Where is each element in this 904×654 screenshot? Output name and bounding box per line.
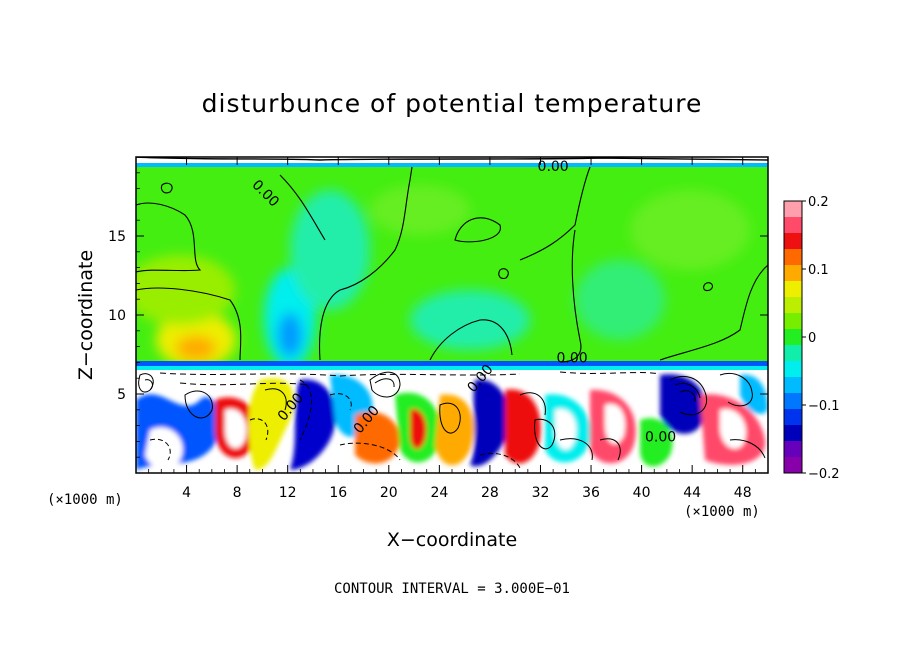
contour-lines: [136, 157, 768, 363]
colorbar-tick-label: 0.2: [808, 195, 829, 210]
y-tick-label: 10: [108, 308, 126, 324]
dashed-contours: [159, 371, 661, 386]
colorbar-segment: [784, 441, 802, 458]
colorbar-tick-label: −0.2: [808, 467, 840, 482]
x-tick-label: 4: [182, 485, 191, 501]
chart-title: disturbunce of potential temperature: [202, 89, 703, 118]
x-tick-label: 16: [329, 485, 347, 501]
contour-label: 0.00: [645, 429, 676, 445]
colorbar-segment: [784, 361, 802, 378]
plot-field: 0.000.000.000.000.000.00 0.00: [136, 157, 768, 473]
colorbar-segment: [784, 265, 802, 282]
x-tick-label: 12: [279, 485, 297, 501]
x-tick-label: 48: [734, 485, 752, 501]
colorbar-segment: [784, 425, 802, 442]
y-axis: 5 10 15: [108, 172, 768, 458]
x-tick-label: 40: [633, 485, 651, 501]
colorbar-segment: [784, 281, 802, 298]
colorbar-segment: [784, 393, 802, 410]
x-unit-right: (×1000 m): [684, 504, 760, 520]
x-tick-label: 20: [380, 485, 398, 501]
x-tick-label: 32: [532, 485, 550, 501]
x-unit-left: (×1000 m): [47, 492, 123, 508]
contour-label: 0.00: [538, 159, 569, 175]
colorbar-segment: [784, 233, 802, 250]
colorbar-segment: [784, 377, 802, 394]
interface-band: [136, 361, 768, 366]
x-tick-label: 8: [233, 485, 242, 501]
colorbar-ticks: 0.2 0.1 0 −0.1 −0.2: [802, 195, 840, 482]
turbulent-contours: [138, 371, 766, 469]
contour-interval: CONTOUR INTERVAL = 3.000E−01: [334, 581, 570, 597]
x-axis: 4 8 12 16 20 24 28 32 36 40 44 48: [148, 157, 756, 501]
colorbar-tick-label: 0: [808, 331, 816, 346]
y-tick-label: 15: [108, 229, 126, 245]
x-tick-label: 28: [481, 485, 499, 501]
colorbar-segment: [784, 217, 802, 234]
y-axis-label: Z−coordinate: [75, 250, 97, 380]
colorbar-segment: [784, 329, 802, 346]
x-tick-label: 24: [430, 485, 448, 501]
turbulent-layer: [136, 374, 768, 470]
colorbar-tick-label: 0.1: [808, 263, 829, 278]
colorbar-tick-label: −0.1: [808, 399, 840, 414]
colorbar-segment: [784, 249, 802, 266]
colorbar-segment: [784, 345, 802, 362]
colorbar-segment: [784, 409, 802, 426]
x-tick-label: 36: [582, 485, 600, 501]
colorbar-segment: [784, 201, 802, 218]
contour-label: 0.00: [556, 350, 587, 366]
colorbar: [783, 200, 803, 474]
colorbar-segment: [784, 313, 802, 330]
x-axis-label: X−coordinate: [387, 529, 517, 551]
colorbar-segment: [784, 297, 802, 314]
colorbar-segment: [784, 457, 802, 474]
x-tick-label: 44: [683, 485, 701, 501]
y-tick-label: 5: [117, 387, 126, 403]
